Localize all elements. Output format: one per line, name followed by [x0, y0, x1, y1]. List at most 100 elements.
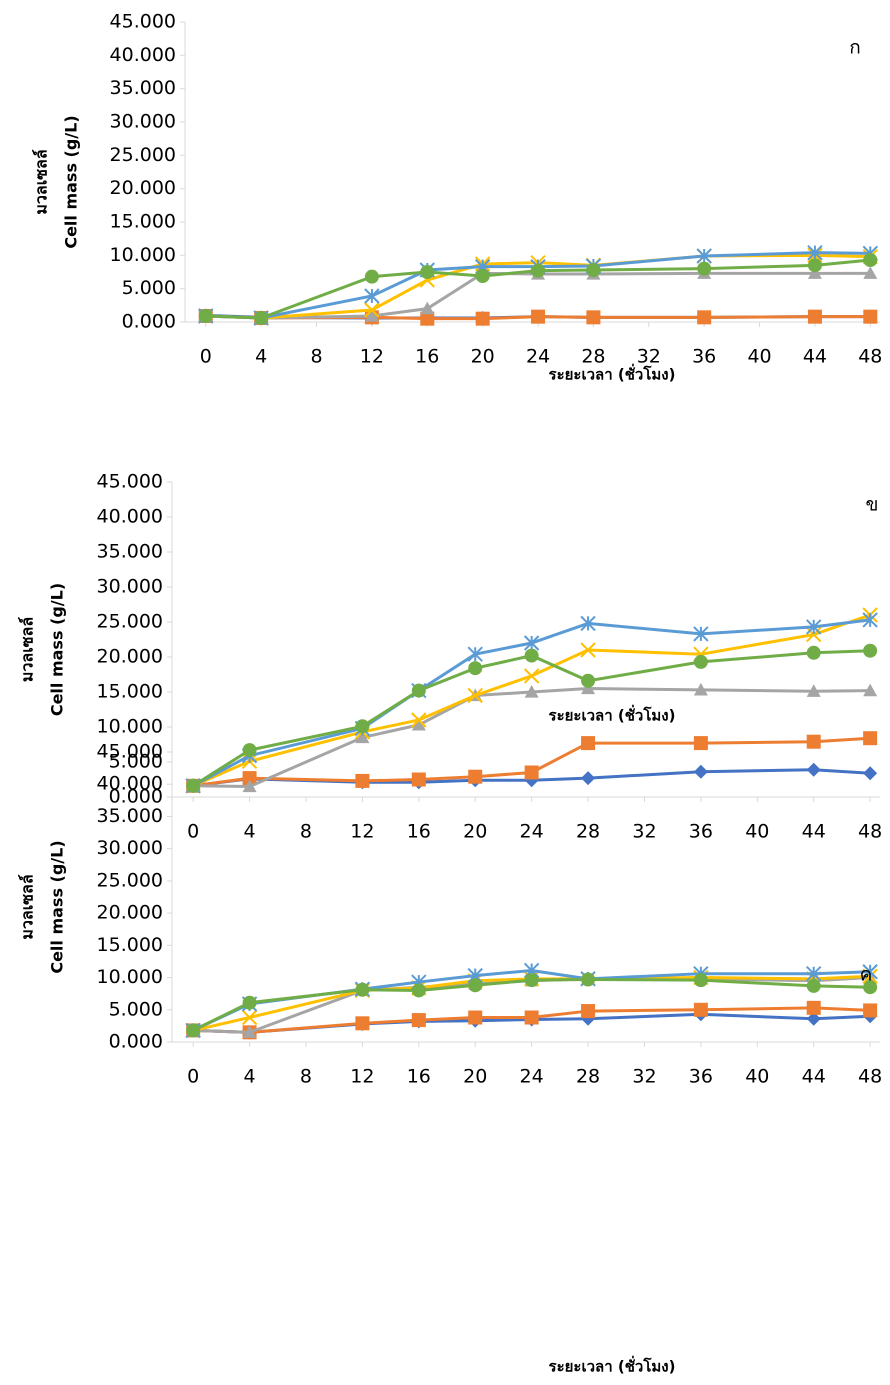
- x-tick-label: 40: [745, 1066, 769, 1088]
- y-tick-label: 20.000: [97, 902, 163, 924]
- x-tick-label: 4: [244, 1066, 256, 1088]
- marker: [355, 774, 369, 788]
- y-tick-label: 0.000: [122, 311, 176, 333]
- x-tick-label: 44: [802, 1066, 826, 1088]
- x-tick-label: 36: [689, 1066, 713, 1088]
- x-tick-label: 20: [471, 346, 495, 368]
- marker: [807, 1001, 821, 1015]
- x-tick-label: 48: [858, 821, 882, 843]
- x-tick-label: 20: [463, 1066, 487, 1088]
- marker: [581, 674, 595, 688]
- x-tick-label: 44: [803, 346, 827, 368]
- y-tick-label: 25.000: [97, 869, 163, 891]
- series: [186, 608, 877, 793]
- y-tick-label: 35.000: [97, 805, 163, 827]
- x-tick-label: 0: [187, 1066, 199, 1088]
- marker: [243, 996, 257, 1010]
- y-tick-label: 30.000: [97, 576, 163, 598]
- marker: [694, 736, 708, 750]
- marker: [468, 1011, 482, 1025]
- marker: [186, 779, 200, 793]
- x-tick-label: 12: [360, 346, 384, 368]
- y-tick-label: 35.000: [97, 541, 163, 563]
- y-axis-label: มวลเซลล์: [18, 617, 37, 682]
- marker: [863, 310, 877, 324]
- y-tick-label: 40.000: [97, 506, 163, 528]
- y-tick-label: 0.000: [109, 1031, 163, 1053]
- marker: [581, 1004, 595, 1018]
- panel-label: ข: [866, 494, 879, 516]
- y-tick-label: 5.000: [109, 998, 163, 1020]
- x-tick-label: 8: [310, 346, 322, 368]
- chart-page: 0.000 5.000 10.000 15.000 20.000 25.000 30.000…: [0, 0, 890, 1385]
- x-tick-label: 24: [520, 1066, 544, 1088]
- x-tick-label: 48: [858, 1066, 882, 1088]
- marker: [581, 771, 595, 785]
- marker: [863, 253, 877, 267]
- marker: [412, 773, 426, 787]
- marker: [863, 644, 877, 658]
- x-tick-label: 0: [187, 821, 199, 843]
- marker: [807, 763, 821, 777]
- marker: [525, 973, 539, 987]
- y-tick-label: 10.000: [97, 716, 163, 738]
- marker: [468, 978, 482, 992]
- x-tick-label: 28: [576, 821, 600, 843]
- x-tick-label: 32: [632, 821, 656, 843]
- marker: [525, 669, 539, 683]
- y-tick-label: 40.000: [97, 773, 163, 795]
- x-axis-label: ระยะเวลา (ชั่วโมง): [549, 364, 676, 384]
- marker: [476, 269, 490, 283]
- marker: [697, 262, 711, 276]
- marker: [243, 743, 257, 757]
- y-tick-label: 45.000: [97, 741, 163, 763]
- marker: [694, 655, 708, 669]
- y-tick-label: 20.000: [97, 646, 163, 668]
- marker: [412, 983, 426, 997]
- x-tick-label: 16: [407, 1066, 431, 1088]
- marker: [355, 983, 369, 997]
- marker: [186, 1023, 200, 1037]
- x-tick-label: 32: [632, 1066, 656, 1088]
- x-tick-label: 24: [526, 346, 550, 368]
- marker: [531, 310, 545, 324]
- y-tick-label: 15.000: [110, 211, 176, 233]
- marker: [476, 312, 490, 326]
- y-tick-label: 5.000: [122, 277, 176, 299]
- marker: [199, 309, 213, 323]
- marker: [863, 766, 877, 780]
- y-axis-label: Cell mass (g/L): [48, 583, 67, 716]
- y-tick-label: 10.000: [110, 244, 176, 266]
- marker: [808, 258, 822, 272]
- marker: [531, 264, 545, 278]
- marker: [355, 719, 369, 733]
- x-tick-label: 12: [350, 1066, 374, 1088]
- x-tick-label: 44: [802, 821, 826, 843]
- x-tick-label: 40: [745, 821, 769, 843]
- y-tick-label: 45.000: [97, 471, 163, 493]
- marker: [365, 270, 379, 284]
- marker: [697, 310, 711, 324]
- y-axis-label: มวลเซลล์: [18, 874, 37, 939]
- marker: [581, 736, 595, 750]
- y-tick-label: 20.000: [110, 177, 176, 199]
- y-tick-label: 30.000: [97, 837, 163, 859]
- marker: [254, 311, 268, 325]
- y-axis-label: Cell mass (g/L): [62, 115, 81, 248]
- x-tick-label: 8: [300, 821, 312, 843]
- x-tick-label: 28: [576, 1066, 600, 1088]
- y-axis-label: มวลเซลล์: [32, 149, 51, 214]
- marker: [586, 310, 600, 324]
- x-tick-label: 28: [581, 346, 605, 368]
- x-tick-label: 40: [747, 346, 771, 368]
- x-tick-label: 32: [637, 346, 661, 368]
- marker: [807, 646, 821, 660]
- x-tick-label: 4: [244, 821, 256, 843]
- x-tick-label: 20: [463, 821, 487, 843]
- marker: [694, 973, 708, 987]
- marker: [355, 1016, 369, 1030]
- marker: [525, 1011, 539, 1025]
- marker: [807, 979, 821, 993]
- y-tick-label: 15.000: [97, 934, 163, 956]
- marker: [412, 1013, 426, 1027]
